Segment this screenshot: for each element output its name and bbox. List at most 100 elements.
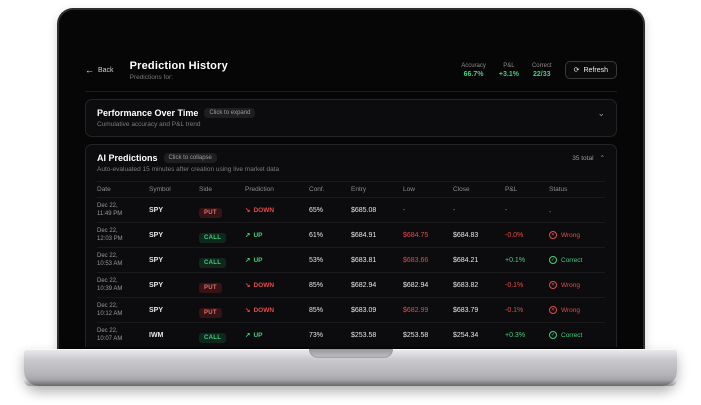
cell-pnl: -0.0% xyxy=(505,231,524,239)
stat-pnl: P&L +3.1% xyxy=(499,63,519,78)
side-badge: CALL xyxy=(199,233,227,243)
title-block: Prediction History Predictions for: xyxy=(130,60,228,81)
status-value: - xyxy=(549,209,552,216)
cell-side: PUT xyxy=(199,276,245,294)
refresh-button[interactable]: ⟳ Refresh xyxy=(564,61,617,79)
cell-pnl: +0.3% xyxy=(505,331,526,339)
click-to-collapse-badge: Click to collapse xyxy=(163,153,217,163)
cell-date: Dec 22, 10:53 AM xyxy=(97,252,123,267)
cell-close: $254.34 xyxy=(453,331,479,339)
performance-subtitle: Cumulative accuracy and P&L trend xyxy=(97,121,201,128)
table-row: Dec 22, 10:07 AM IWM CALL ↗ UP 73% $253.58 $253.… xyxy=(97,322,605,347)
stat-value: 22/33 xyxy=(533,70,551,78)
trend-up-icon: ↗ xyxy=(245,232,251,239)
cell-symbol: SPY xyxy=(149,231,164,239)
col-prediction: Prediction xyxy=(245,186,274,193)
back-label: Back xyxy=(98,66,114,74)
cell-symbol: IWM xyxy=(149,331,164,339)
cell-conf: 85% xyxy=(309,281,324,289)
cell-symbol: SPY xyxy=(149,281,164,289)
cell-side: CALL xyxy=(199,326,245,344)
cell-low: - xyxy=(403,206,406,214)
chevron-up-icon[interactable]: ⌃ xyxy=(599,155,605,162)
laptop-screen: ← Back Prediction History Predictions fo… xyxy=(57,8,645,349)
cell-entry: $683.81 xyxy=(351,256,377,264)
cell-pnl: -0.1% xyxy=(505,306,524,314)
cell-entry: $683.09 xyxy=(351,306,377,314)
stat-label: Accuracy xyxy=(461,62,486,69)
side-badge: CALL xyxy=(199,333,227,343)
trend-down-icon: ↘ xyxy=(245,282,251,289)
base-edge xyxy=(24,380,677,386)
cell-low: $684.75 xyxy=(403,231,429,239)
trend-up-icon: ↗ xyxy=(245,332,251,339)
performance-title: Performance Over Time xyxy=(97,108,199,118)
header-divider xyxy=(85,91,617,92)
performance-card: Performance Over Time Click to expand ⌄ … xyxy=(85,99,617,137)
cell-conf: 61% xyxy=(309,231,324,239)
cell-status: ✓ Correct xyxy=(549,331,605,339)
cell-close: $684.21 xyxy=(453,256,479,264)
cell-conf: 73% xyxy=(309,331,324,339)
cell-close: $683.82 xyxy=(453,281,479,289)
cell-side: PUT xyxy=(199,301,245,319)
table-row: Dec 22, 10:39 AM SPY PUT ↘ DOWN 85% $682.94 $682… xyxy=(97,272,605,297)
check-circle-icon: ✓ xyxy=(549,331,557,339)
check-circle-icon: ✓ xyxy=(549,256,557,264)
status-value: ✕ Wrong xyxy=(549,231,581,239)
x-circle-icon: ✕ xyxy=(549,281,557,289)
cell-low: $683.66 xyxy=(403,256,429,264)
cell-date: Dec 22, 12:03 PM xyxy=(97,227,123,242)
cell-date: Dec 22, 10:39 AM xyxy=(97,277,123,292)
cell-symbol: SPY xyxy=(149,206,164,214)
cell-pnl: - xyxy=(505,206,508,214)
col-conf: Conf. xyxy=(309,186,325,193)
trend-up-icon: ↗ xyxy=(245,257,251,264)
status-value: ✕ Wrong xyxy=(549,281,581,289)
cell-symbol: SPY xyxy=(149,306,164,314)
cell-entry: $685.08 xyxy=(351,206,377,214)
back-button[interactable]: ← Back xyxy=(85,65,114,75)
trackpad-notch xyxy=(308,349,393,358)
col-status: Status xyxy=(549,186,568,193)
performance-card-toggle[interactable]: Performance Over Time Click to expand ⌄ xyxy=(97,108,605,118)
x-circle-icon: ✕ xyxy=(549,231,557,239)
cell-status: ✓ Correct xyxy=(549,256,605,264)
total-count-wrap: 35 total ⌃ xyxy=(572,154,605,163)
side-badge: PUT xyxy=(199,283,222,293)
predictions-card: AI Predictions Click to collapse 35 tota… xyxy=(85,144,617,347)
col-symbol: Symbol xyxy=(149,186,171,193)
status-value: ✓ Correct xyxy=(549,331,583,339)
page-subtitle: Predictions for: xyxy=(129,73,173,81)
col-close: Close xyxy=(453,186,470,193)
cell-entry: $253.58 xyxy=(351,331,377,339)
refresh-label: Refresh xyxy=(583,66,608,74)
cell-prediction: ↗ UP xyxy=(245,331,263,340)
table-row: Dec 22, 11:49 PM SPY PUT ↘ DOWN 65% $685.08 - - - - xyxy=(97,197,605,222)
x-circle-icon: ✕ xyxy=(549,306,557,314)
col-entry: Entry xyxy=(351,186,367,193)
cell-status: ✕ Wrong xyxy=(549,306,605,314)
cell-prediction: ↗ UP xyxy=(245,231,263,240)
side-badge: PUT xyxy=(199,308,222,318)
cell-side: CALL xyxy=(199,226,245,244)
cell-prediction: ↘ DOWN xyxy=(245,281,275,290)
predictions-card-toggle[interactable]: AI Predictions Click to collapse 35 tota… xyxy=(97,153,605,163)
cell-status: ✕ Wrong xyxy=(549,231,605,239)
back-arrow-icon: ← xyxy=(85,65,94,75)
table-row: Dec 22, 10:12 AM SPY PUT ↘ DOWN 85% $683.09 $682… xyxy=(97,297,605,322)
side-badge: CALL xyxy=(199,258,227,268)
chevron-down-icon[interactable]: ⌄ xyxy=(597,107,605,118)
cell-prediction: ↗ UP xyxy=(245,256,263,265)
col-side: Side xyxy=(199,186,213,193)
side-badge: PUT xyxy=(199,208,222,218)
refresh-icon: ⟳ xyxy=(573,67,580,74)
predictions-title: AI Predictions xyxy=(97,153,158,163)
page-title: Prediction History xyxy=(129,59,228,72)
stat-correct: Correct 22/33 xyxy=(532,63,552,78)
table-header-row: Date Symbol Side Prediction Conf. Entry … xyxy=(97,181,605,197)
cell-pnl: +0.1% xyxy=(505,256,526,264)
col-date: Date xyxy=(97,186,111,193)
stat-label: P&L xyxy=(503,62,515,69)
